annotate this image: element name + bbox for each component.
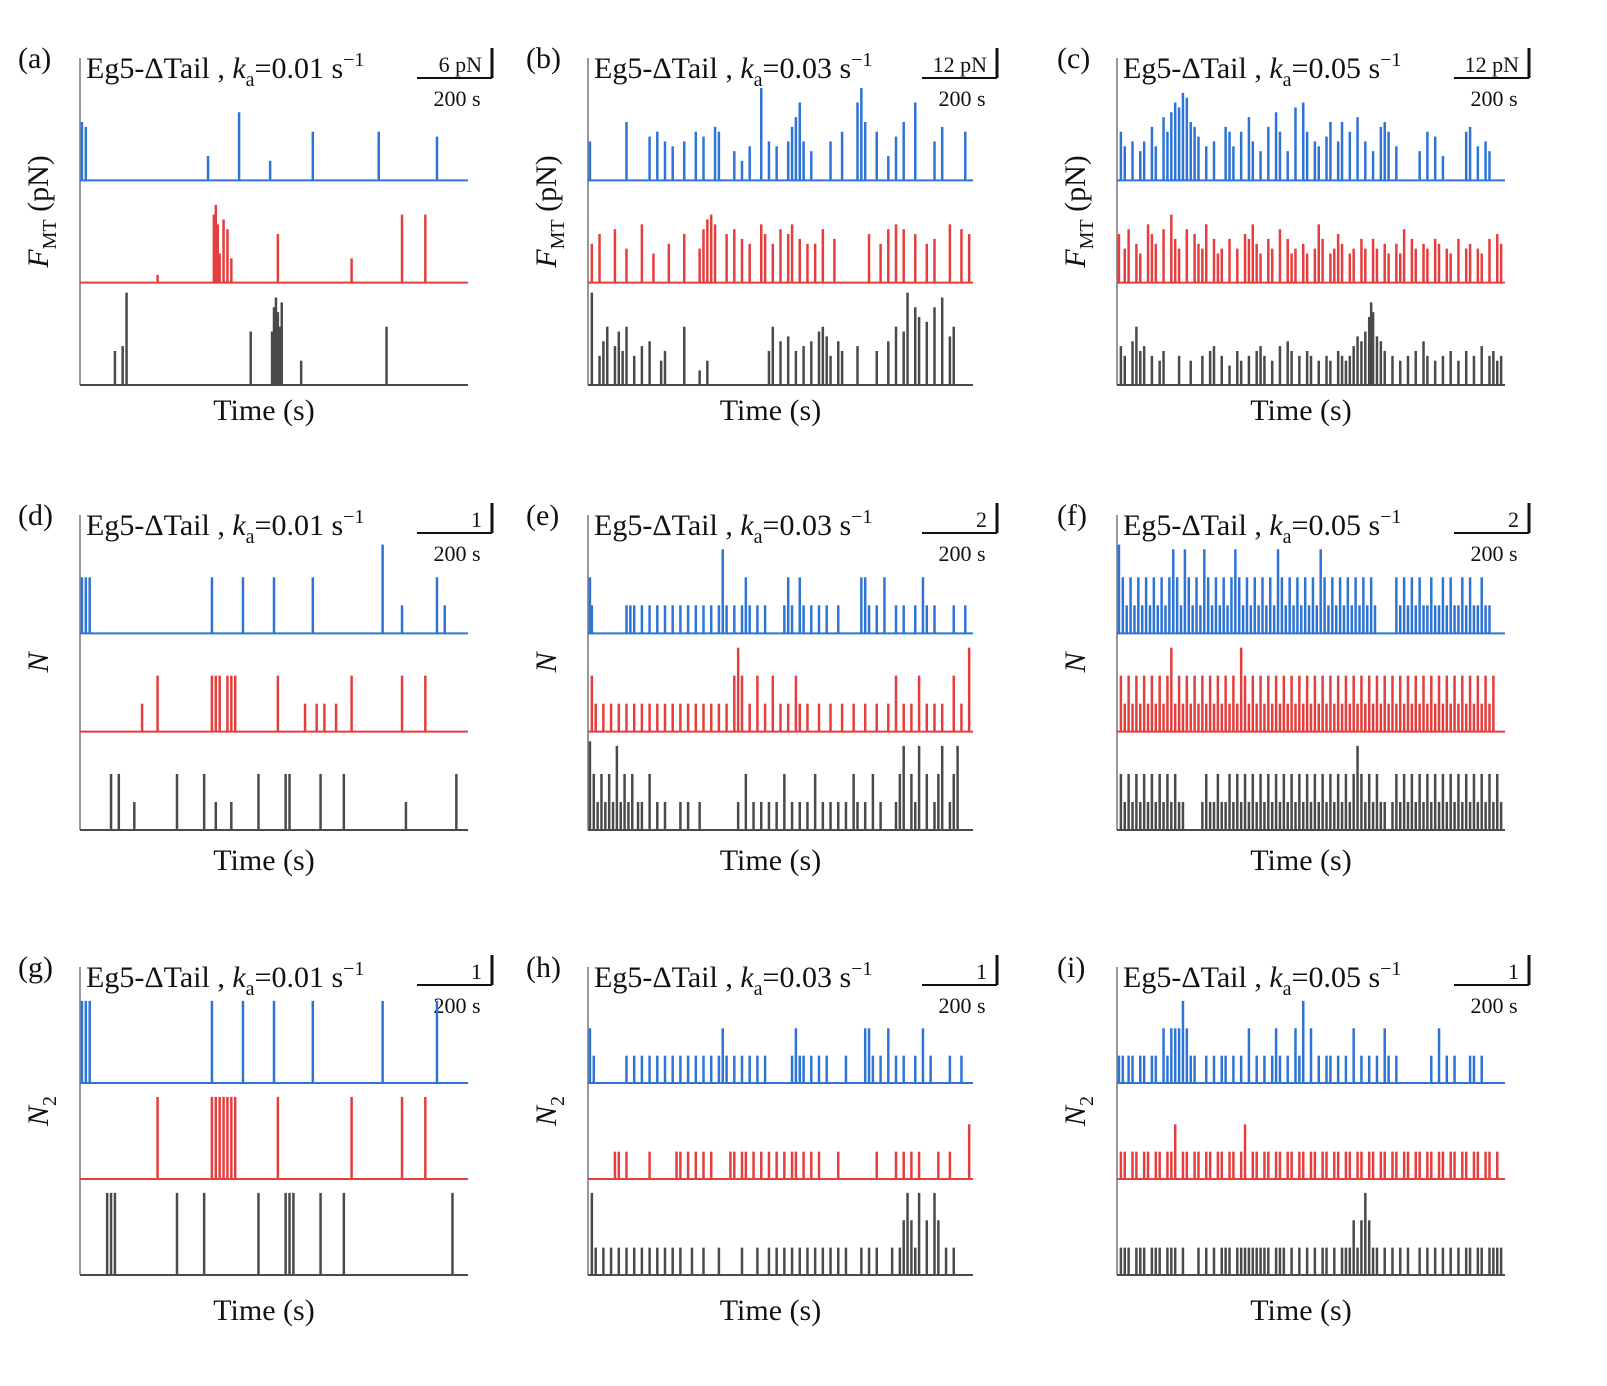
y-axis-label: N	[530, 651, 563, 674]
y-axis-label: FMT (pN)	[530, 155, 569, 268]
trace-blue	[80, 544, 468, 635]
trace-red	[588, 1124, 973, 1180]
scale-label: 1	[471, 507, 482, 532]
panel-title: Eg5-ΔTail , ka=0.01 s−1	[86, 49, 364, 91]
trace-black	[80, 773, 468, 831]
panel-title: Eg5-ΔTail , ka=0.05 s−1	[1123, 958, 1401, 1000]
y-axis-label: N	[22, 651, 55, 674]
trace-black	[80, 292, 468, 386]
panel-letter: (e)	[526, 499, 559, 532]
trace-black	[1117, 1192, 1505, 1276]
y-axis-label: FMT (pN)	[22, 155, 61, 268]
trace-red	[80, 1096, 468, 1180]
x-axis-label: Time (s)	[213, 394, 314, 427]
panel-letter: (g)	[18, 951, 53, 984]
scale-label: 6 pN	[439, 52, 483, 77]
panel-letter: (h)	[526, 951, 561, 984]
trace-blue	[80, 1000, 468, 1084]
panel-title: Eg5-ΔTail , ka=0.03 s−1	[594, 958, 872, 1000]
panel-letter: (f)	[1057, 499, 1087, 532]
panel-i: (i) Eg5-ΔTail , ka=0.05 s−1 1 200 s N2 Time (…	[1057, 951, 1531, 1327]
trace-blue	[1117, 1000, 1505, 1084]
y-axis-label: N2	[1059, 1096, 1098, 1127]
panel-title: Eg5-ΔTail , ka=0.01 s−1	[86, 958, 364, 1000]
panel-title: Eg5-ΔTail , ka=0.03 s−1	[594, 49, 872, 91]
panel-letter: (a)	[18, 42, 51, 75]
trace-black	[588, 292, 973, 386]
trace-red	[80, 675, 468, 733]
trace-black	[1117, 302, 1505, 386]
panel-e: (e) Eg5-ΔTail , ka=0.03 s−1 2 200 s N Time (s…	[526, 499, 999, 877]
y-axis-label: N2	[22, 1096, 61, 1127]
time-scale-label: 200 s	[1470, 541, 1517, 566]
time-scale-label: 200 s	[433, 541, 480, 566]
trace-black	[588, 741, 973, 831]
panel-d: (d) Eg5-ΔTail , ka=0.01 s−1 1 200 s N Time (s…	[18, 499, 494, 877]
time-scale-label: 200 s	[938, 541, 985, 566]
panel-letter: (d)	[18, 499, 53, 532]
panel-title: Eg5-ΔTail , ka=0.01 s−1	[86, 506, 364, 548]
trace-blue	[1117, 92, 1505, 182]
panel-letter: (c)	[1057, 42, 1090, 75]
trace-black	[588, 1192, 973, 1276]
scale-label: 1	[976, 959, 987, 984]
y-axis-label: FMT (pN)	[1059, 155, 1098, 268]
trace-black	[1117, 745, 1505, 831]
y-axis-label: N	[1059, 651, 1092, 674]
trace-red	[1117, 647, 1505, 733]
trace-red	[1117, 1124, 1505, 1180]
time-scale-label: 200 s	[1470, 993, 1517, 1018]
x-axis-label: Time (s)	[213, 844, 314, 877]
time-scale-label: 200 s	[938, 86, 985, 111]
scale-label: 12 pN	[1465, 52, 1520, 77]
x-axis-label: Time (s)	[720, 844, 821, 877]
trace-blue	[1117, 544, 1505, 635]
panel-title: Eg5-ΔTail , ka=0.05 s−1	[1123, 506, 1401, 548]
panel-a: (a) Eg5-ΔTail , ka=0.01 s−1 6 pN 200 s FMT (…	[18, 42, 494, 427]
time-scale-label: 200 s	[433, 993, 480, 1018]
trace-blue	[588, 549, 973, 635]
trace-black	[80, 1192, 468, 1276]
panel-title: Eg5-ΔTail , ka=0.03 s−1	[594, 506, 872, 548]
y-axis-label: N2	[530, 1096, 569, 1127]
x-axis-label: Time (s)	[720, 1294, 821, 1327]
scale-label: 2	[976, 507, 987, 532]
x-axis-label: Time (s)	[1250, 844, 1351, 877]
trace-red	[588, 647, 973, 733]
trace-red	[80, 204, 468, 284]
time-scale-label: 200 s	[1470, 86, 1517, 111]
x-axis-label: Time (s)	[720, 394, 821, 427]
panel-c: (c) Eg5-ΔTail , ka=0.05 s−1 12 pN 200 s FMT …	[1057, 42, 1531, 427]
time-scale-label: 200 s	[938, 993, 985, 1018]
panel-letter: (i)	[1057, 951, 1085, 984]
panel-title: Eg5-ΔTail , ka=0.05 s−1	[1123, 49, 1401, 91]
trace-red	[588, 214, 973, 284]
trace-blue	[80, 112, 468, 182]
panel-f: (f) Eg5-ΔTail , ka=0.05 s−1 2 200 s N Time (s…	[1057, 499, 1531, 877]
scale-label: 1	[471, 959, 482, 984]
panel-b: (b) Eg5-ΔTail , ka=0.03 s−1 12 pN 200 s FMT …	[526, 42, 999, 427]
scale-label: 2	[1508, 507, 1519, 532]
trace-blue	[588, 87, 973, 182]
time-scale-label: 200 s	[433, 86, 480, 111]
x-axis-label: Time (s)	[1250, 1294, 1351, 1327]
scale-label: 1	[1508, 959, 1519, 984]
x-axis-label: Time (s)	[1250, 394, 1351, 427]
trace-blue	[588, 1028, 973, 1084]
panel-h: (h) Eg5-ΔTail , ka=0.03 s−1 1 200 s N2 Time (…	[526, 951, 999, 1327]
scale-label: 12 pN	[933, 52, 988, 77]
x-axis-label: Time (s)	[213, 1294, 314, 1327]
panel-letter: (b)	[526, 42, 561, 75]
panel-g: (g) Eg5-ΔTail , ka=0.01 s−1 1 200 s N2 Time (…	[18, 951, 494, 1327]
trace-red	[1117, 214, 1505, 284]
